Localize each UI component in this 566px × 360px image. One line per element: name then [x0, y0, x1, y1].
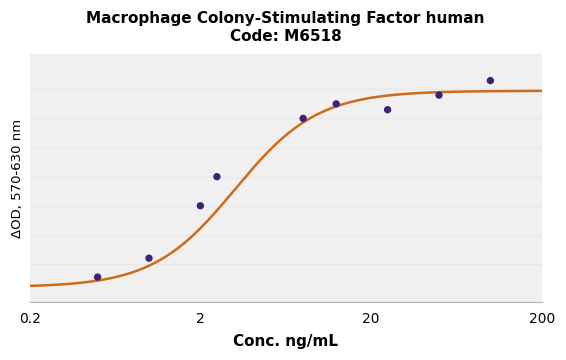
Point — [435, 92, 444, 98]
X-axis label: Conc. ng/mL: Conc. ng/mL — [233, 334, 338, 349]
Point — [93, 274, 102, 280]
Point — [196, 203, 205, 209]
Title: Macrophage Colony-Stimulating Factor human
Code: M6518: Macrophage Colony-Stimulating Factor hum… — [87, 11, 485, 44]
Y-axis label: ΔOD, 570-630 nm: ΔOD, 570-630 nm — [11, 118, 24, 238]
Point — [212, 174, 221, 180]
Point — [383, 107, 392, 113]
Point — [299, 116, 308, 121]
Point — [486, 78, 495, 84]
Point — [144, 255, 153, 261]
Point — [332, 101, 341, 107]
